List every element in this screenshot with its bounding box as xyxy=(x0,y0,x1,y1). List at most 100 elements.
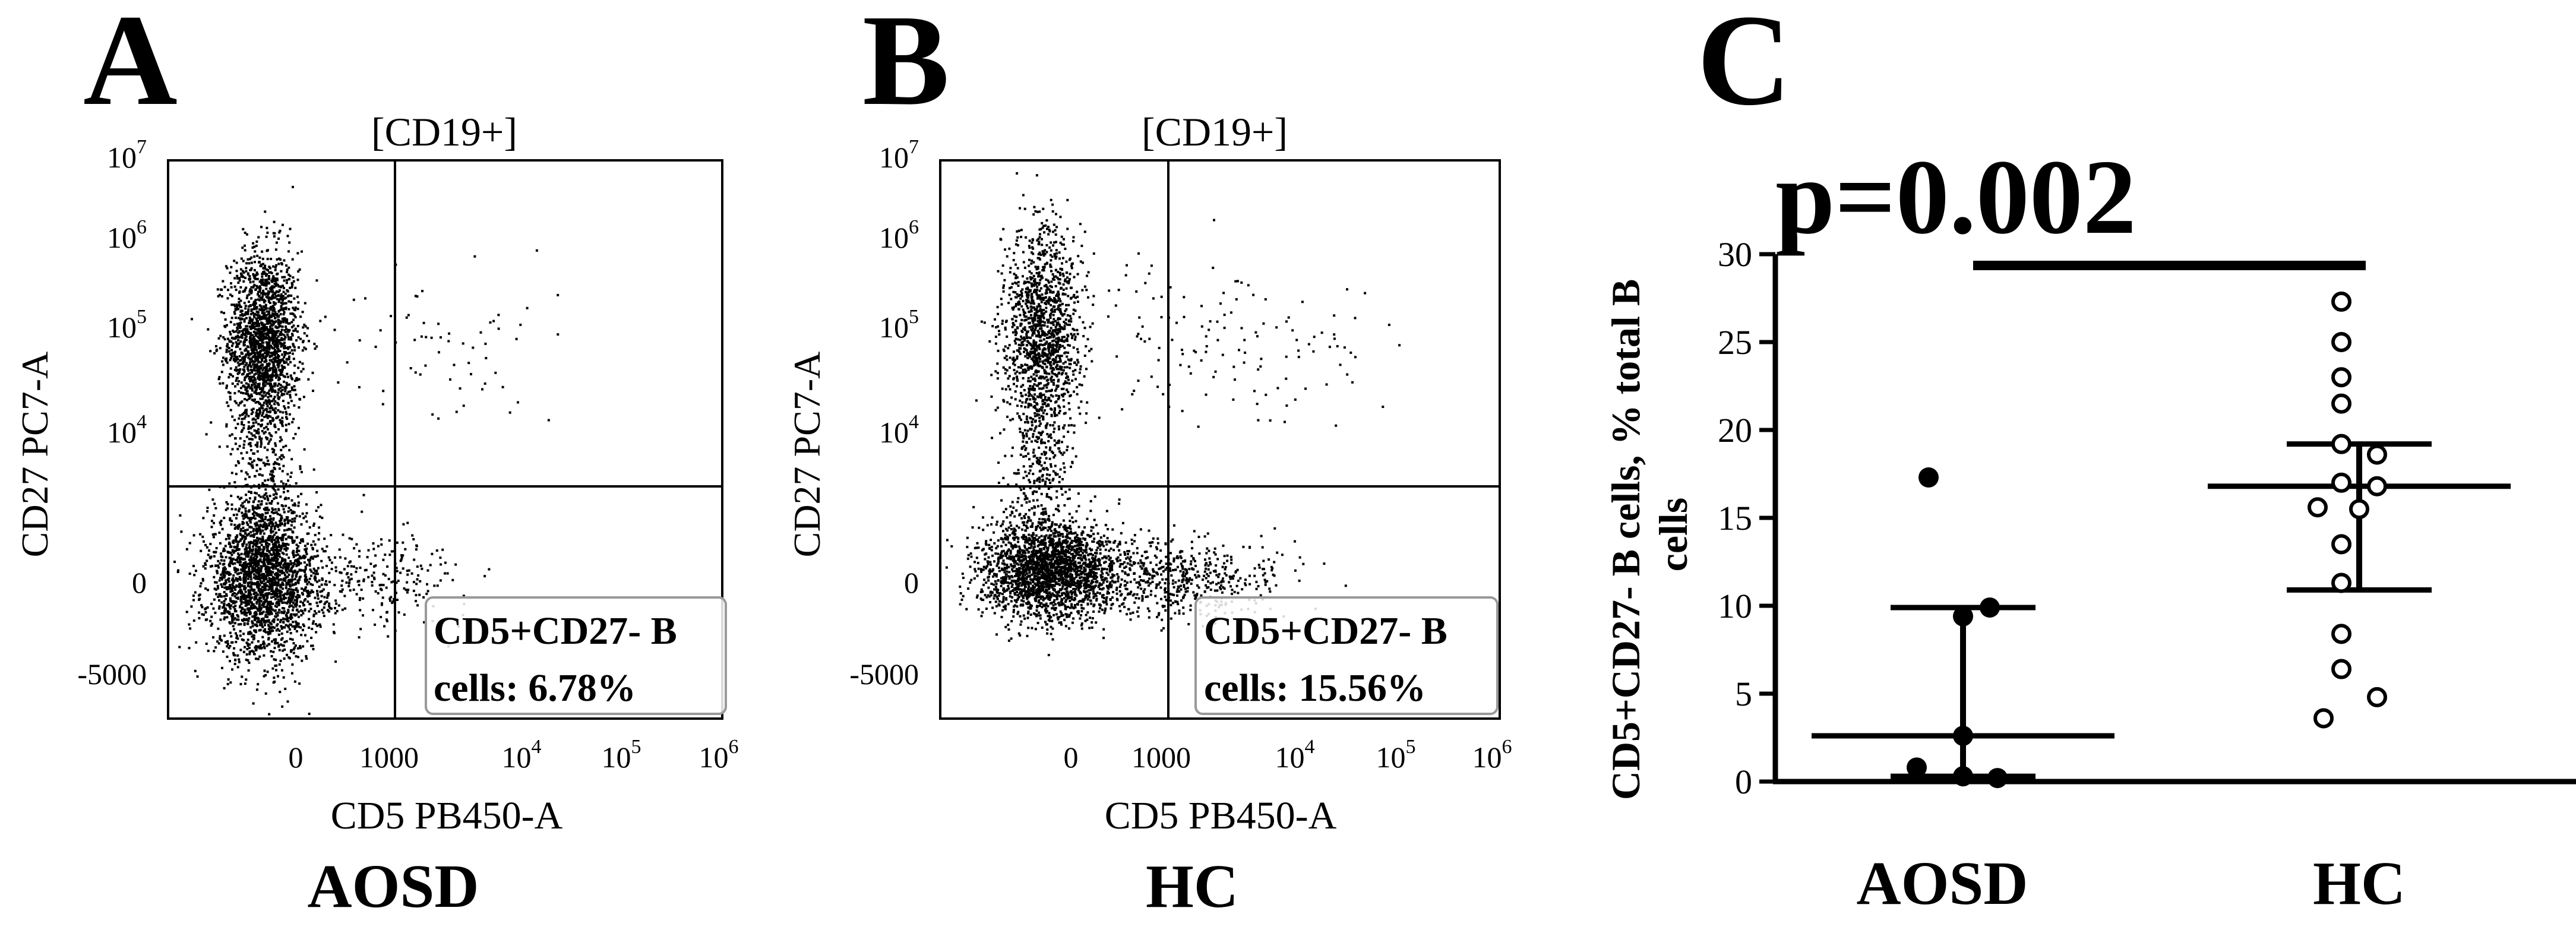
event-dot xyxy=(312,590,315,593)
event-dot xyxy=(223,549,226,552)
event-dot xyxy=(244,363,247,366)
event-dot xyxy=(236,573,239,575)
event-dot xyxy=(388,554,391,556)
event-dot xyxy=(258,515,261,518)
event-dot xyxy=(239,299,242,302)
event-dot xyxy=(261,295,264,298)
event-dot xyxy=(406,570,409,573)
event-dot xyxy=(243,318,246,321)
event-dot xyxy=(453,363,456,366)
event-dot xyxy=(246,328,249,331)
quadrant-label-a-line1: CD5+CD27- B xyxy=(434,609,677,653)
event-dot xyxy=(310,556,313,559)
event-dot xyxy=(277,675,279,678)
event-dot xyxy=(279,410,282,413)
event-dot xyxy=(348,537,351,540)
event-dot xyxy=(247,415,250,418)
event-dot xyxy=(287,583,290,586)
event-dot xyxy=(265,400,268,402)
event-dot xyxy=(294,583,297,586)
event-dot xyxy=(449,378,451,381)
event-dot xyxy=(229,352,232,355)
event-dot xyxy=(302,340,305,343)
event-dot xyxy=(318,624,321,627)
event-dot xyxy=(241,675,244,678)
event-dot xyxy=(255,413,258,416)
event-dot xyxy=(279,495,282,498)
event-dot xyxy=(242,577,245,580)
event-dot xyxy=(225,501,228,504)
event-dot xyxy=(293,520,296,523)
event-dot xyxy=(248,497,251,500)
event-dot xyxy=(226,655,229,658)
event-dot xyxy=(275,612,278,615)
event-dot xyxy=(239,590,242,593)
event-dot xyxy=(273,351,276,354)
event-dot xyxy=(238,556,241,559)
event-dot xyxy=(278,544,280,546)
event-dot xyxy=(256,450,259,453)
event-dot xyxy=(241,592,244,595)
event-dot xyxy=(265,584,268,587)
event-dot xyxy=(290,570,293,573)
event-dot xyxy=(286,700,289,703)
event-dot xyxy=(235,317,237,320)
event-dot xyxy=(258,386,261,389)
event-dot xyxy=(289,616,292,619)
event-dot xyxy=(314,575,317,578)
event-dot xyxy=(222,574,225,576)
event-dot xyxy=(269,410,272,413)
event-dot xyxy=(281,644,284,647)
event-dot xyxy=(267,518,270,521)
event-dot xyxy=(250,449,252,451)
event-dot xyxy=(402,541,404,544)
event-dot xyxy=(296,325,299,327)
event-dot xyxy=(275,371,278,374)
event-dot xyxy=(279,619,282,622)
event-dot xyxy=(254,355,257,358)
event-dot xyxy=(270,308,272,311)
event-dot xyxy=(293,680,296,683)
event-dot xyxy=(274,565,277,568)
event-dot xyxy=(236,326,239,329)
event-dot xyxy=(316,573,319,575)
event-dot xyxy=(419,564,422,567)
event-dot xyxy=(258,458,261,461)
event-dot xyxy=(249,518,252,521)
event-dot xyxy=(244,377,246,379)
event-dot xyxy=(410,572,413,575)
event-dot xyxy=(271,587,274,590)
event-dot xyxy=(258,596,261,599)
event-dot xyxy=(277,549,280,552)
event-dot xyxy=(264,267,267,270)
event-dot xyxy=(226,603,229,606)
event-dot xyxy=(220,573,223,576)
event-dot xyxy=(253,614,256,617)
event-dot xyxy=(387,635,390,638)
event-dot xyxy=(263,346,265,349)
event-dot xyxy=(301,311,304,314)
event-dot xyxy=(273,396,276,398)
event-dot xyxy=(242,596,245,599)
event-dot xyxy=(246,375,249,378)
event-dot xyxy=(276,560,279,563)
event-dot xyxy=(224,358,227,361)
event-dot xyxy=(243,368,246,371)
event-dot xyxy=(239,683,242,685)
event-dot xyxy=(249,526,252,529)
event-dot xyxy=(235,637,238,640)
event-dot xyxy=(240,334,243,337)
event-dot xyxy=(276,575,279,578)
event-dot xyxy=(281,366,284,369)
event-dot xyxy=(287,656,290,659)
event-dot xyxy=(257,527,260,530)
event-dot xyxy=(325,600,328,603)
event-dot xyxy=(273,232,276,235)
event-dot xyxy=(350,565,353,568)
event-dot xyxy=(219,542,222,545)
event-dot xyxy=(255,409,258,412)
event-dot xyxy=(241,502,244,505)
event-dot xyxy=(205,433,208,436)
event-dot xyxy=(371,584,374,587)
event-dot xyxy=(547,419,550,422)
